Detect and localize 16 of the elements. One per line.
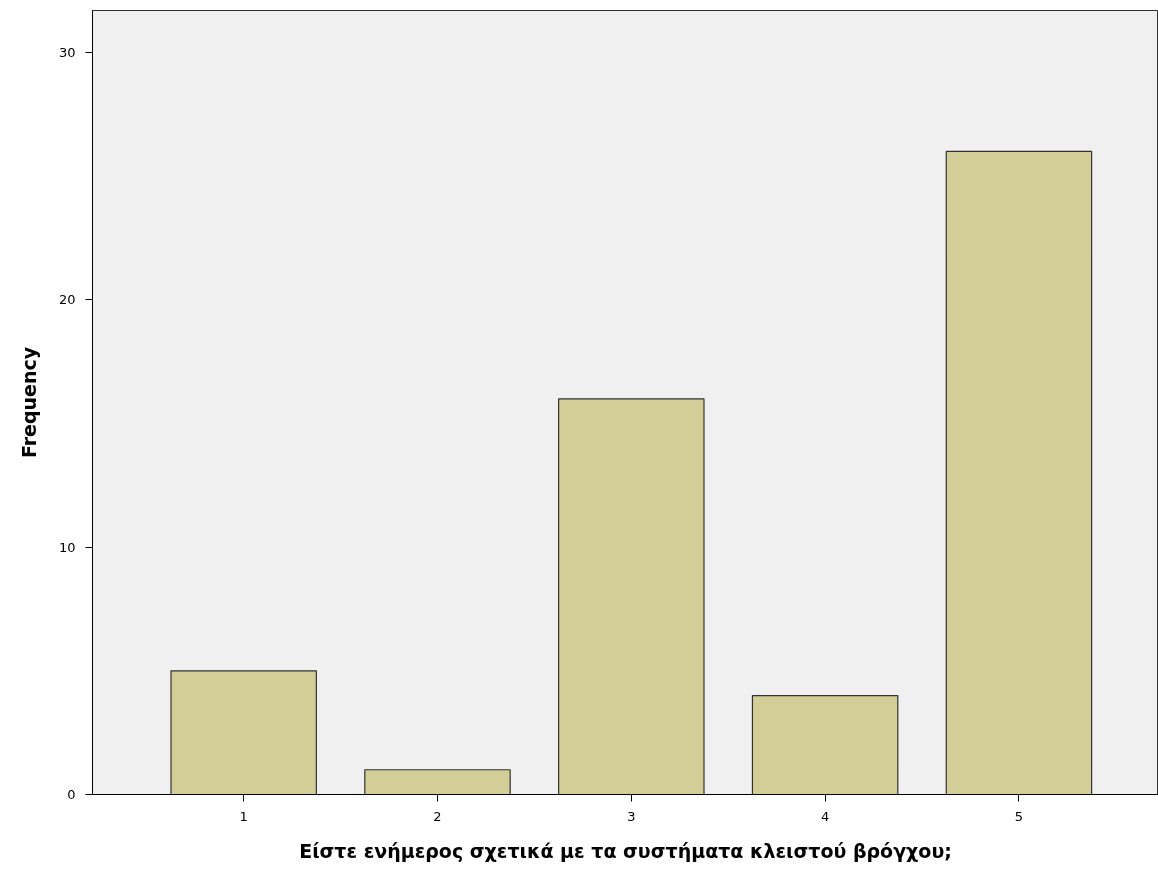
x-tick-label: 1 [239,808,248,824]
y-tick-label: 20 [58,292,76,308]
bar [945,150,1093,795]
x-tick-label: 5 [1014,808,1024,824]
y-tick-label: 30 [58,45,76,61]
y-tick-label: 10 [58,539,76,555]
y-axis-title: Frequency [17,346,40,459]
x-tick-label: 4 [821,808,830,824]
bar [364,769,511,795]
x-axis-title: Είστε ενήμερος σχετικά με τα συστήματα κλειστού βρόγχου; [299,839,952,862]
x-tick-label: 2 [433,808,442,824]
x-tick-label: 3 [627,808,636,824]
y-tick-label: 0 [67,787,76,802]
bar [170,670,317,795]
bar [751,694,899,795]
bar [558,398,705,795]
